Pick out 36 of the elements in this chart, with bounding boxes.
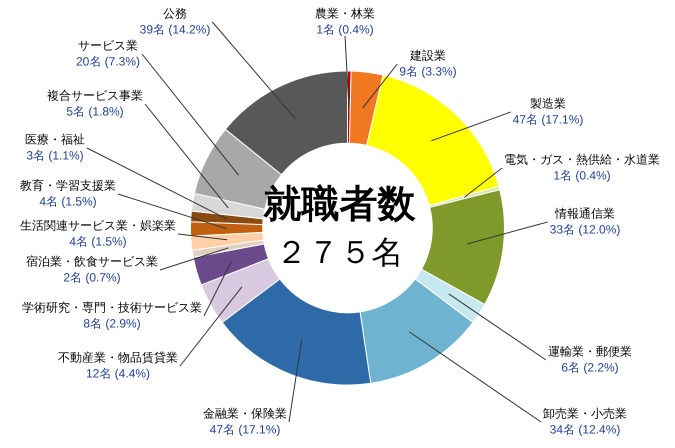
slice-label: 学術研究・専門・技術サービス業 xyxy=(22,300,202,314)
data-label: 47名 (17.1%) xyxy=(210,422,280,436)
slice-label: 公務 xyxy=(163,6,187,20)
slice-label: 製造業 xyxy=(530,96,566,110)
slice-label: 建設業 xyxy=(409,48,446,62)
text: 就職者数 xyxy=(262,183,416,226)
data-label: 5名 (1.8%) xyxy=(66,104,124,118)
data-label: 33名 (12.0%) xyxy=(550,222,620,236)
slice-label: 複合サービス事業 xyxy=(47,88,143,102)
slice-label: 農業・林業 xyxy=(315,6,375,20)
data-label: 3名 (1.1%) xyxy=(26,148,84,162)
slice-label: 情報通信業 xyxy=(554,206,615,220)
data-label: 2名 (0.7%) xyxy=(63,270,121,284)
data-label: 4名 (1.5%) xyxy=(69,234,127,248)
data-label: 12名 (4.4%) xyxy=(86,366,150,380)
data-label: 39名 (14.2%) xyxy=(140,22,210,36)
data-label: 6名 (2.2%) xyxy=(561,360,619,374)
slice-label: 金融業・保険業 xyxy=(203,406,287,420)
slice-label: 医療・福祉 xyxy=(25,132,85,146)
slice-label: 運輸業・郵便業 xyxy=(548,344,632,358)
data-label: 47名 (17.1%) xyxy=(512,112,584,126)
slice-label: サービス業 xyxy=(78,38,138,52)
slice-label: 不動産業・物品賃貸業 xyxy=(58,350,178,364)
slice-label: 宿泊業・飲食サービス業 xyxy=(26,254,158,268)
slice-label: 生活関連サービス業・娯楽業 xyxy=(20,218,176,232)
data-label: 34名 (12.4%) xyxy=(550,422,620,436)
data-label: 8名 (2.9%) xyxy=(83,316,141,330)
data-label: 1名 (0.4%) xyxy=(316,22,374,36)
text: ２７５名 xyxy=(276,234,404,270)
data-label: 4名 (1.5%) xyxy=(39,194,97,208)
data-label: 1名 (0.4%) xyxy=(553,168,611,182)
slice-label: 卸売業・小売業 xyxy=(543,406,627,420)
data-label: 9名 (3.3%) xyxy=(399,64,457,78)
slice-label: 電気・ガス・熱供給・水道業 xyxy=(504,152,660,166)
data-label: 20名 (7.3%) xyxy=(76,54,140,68)
slice-label: 教育・学習支援業 xyxy=(20,178,116,192)
